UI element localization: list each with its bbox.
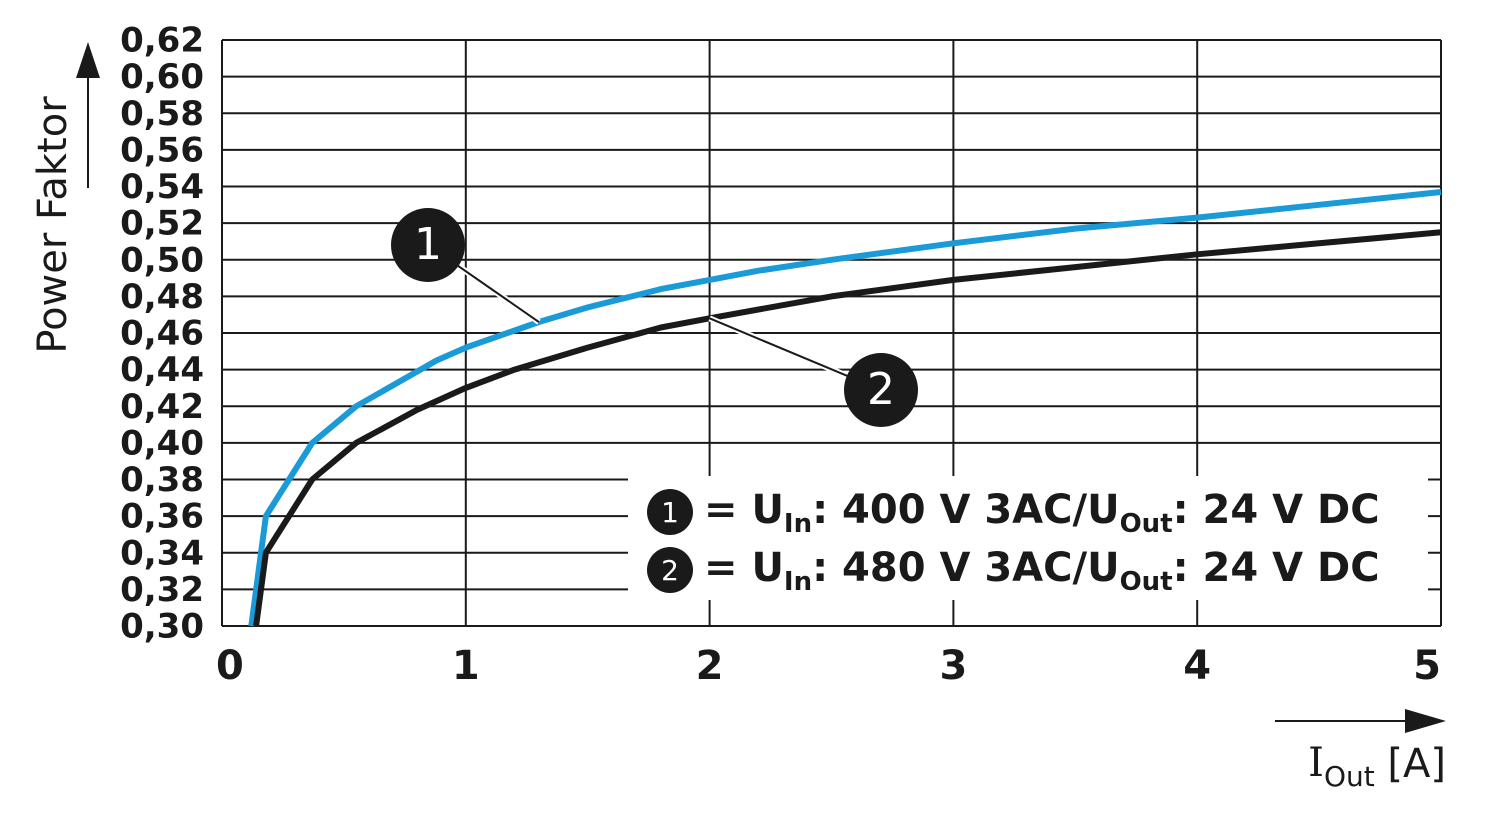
y-tick-label: 0,50 xyxy=(120,240,204,280)
x-tick-label: 1 xyxy=(452,643,480,689)
legend-badge xyxy=(647,547,693,593)
y-tick-label: 0,46 xyxy=(120,314,204,354)
line-series xyxy=(253,229,1442,627)
callout-badge xyxy=(391,208,465,282)
y-tick-label: 0,32 xyxy=(120,570,204,610)
x-tick-label: 4 xyxy=(1183,643,1211,689)
x-tick-label: 0 xyxy=(216,643,244,689)
y-tick-label: 0,38 xyxy=(120,460,204,500)
legend-label-part: : 24 V DC xyxy=(1173,545,1380,591)
legend-badge xyxy=(647,489,693,535)
y-tick-label: 0,62 xyxy=(120,21,204,61)
x-tick-label: 5 xyxy=(1413,643,1441,689)
y-tick-label: 0,34 xyxy=(120,533,204,573)
callout-badge xyxy=(844,353,918,427)
legend-label-part: = U xyxy=(704,545,784,591)
line-series xyxy=(248,189,1442,627)
legend-label-part: : 24 V DC xyxy=(1173,487,1380,533)
legend-box xyxy=(628,476,1428,600)
x-tick-label: 3 xyxy=(939,643,967,689)
legend-label-part: In xyxy=(784,567,812,597)
legend-label-part: In xyxy=(784,509,812,539)
x-axis-label-part: I xyxy=(1308,740,1324,786)
y-tick-label: 0,36 xyxy=(120,497,204,537)
legend-label: = UIn: 400 V 3AC/UOut: 24 V DC xyxy=(704,487,1380,539)
legend-number: 1 xyxy=(661,496,679,529)
callout-number: 2 xyxy=(867,364,895,415)
callout-number: 1 xyxy=(414,219,442,270)
legend-label-part: Out xyxy=(1120,509,1173,539)
y-axis-arrowhead xyxy=(76,42,100,78)
legend-label: = UIn: 480 V 3AC/UOut: 24 V DC xyxy=(704,545,1380,597)
x-axis-label-part: Out xyxy=(1324,760,1375,793)
y-tick-label: 0,54 xyxy=(120,167,204,207)
y-tick-label: 0,40 xyxy=(120,423,204,463)
legend-label-part: = U xyxy=(704,487,784,533)
x-axis-arrowhead xyxy=(1405,709,1446,733)
y-tick-label: 0,52 xyxy=(120,204,204,244)
y-tick-label: 0,42 xyxy=(120,387,204,427)
y-tick-label: 0,56 xyxy=(120,130,204,170)
legend-number: 2 xyxy=(661,554,679,587)
y-tick-label: 0,48 xyxy=(120,277,204,317)
legend-label-part: : 400 V 3AC/U xyxy=(812,487,1119,533)
y-tick-label: 0,60 xyxy=(120,57,204,97)
y-tick-label: 0,30 xyxy=(120,607,204,647)
x-axis-label: IOut [A] xyxy=(1308,740,1446,793)
y-tick-label: 0,44 xyxy=(120,350,204,390)
x-tick-label: 2 xyxy=(696,643,724,689)
x-axis-label-part: [A] xyxy=(1375,741,1446,787)
y-axis-label: Power Faktor xyxy=(30,96,76,354)
legend-label-part: Out xyxy=(1120,567,1173,597)
y-tick-label: 0,58 xyxy=(120,94,204,134)
legend-label-part: : 480 V 3AC/U xyxy=(812,545,1119,591)
